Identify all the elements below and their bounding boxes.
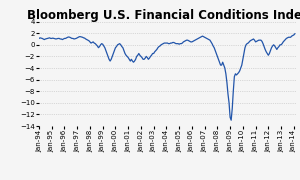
Title: Bloomberg U.S. Financial Conditions Index: Bloomberg U.S. Financial Conditions Inde… <box>27 9 300 22</box>
